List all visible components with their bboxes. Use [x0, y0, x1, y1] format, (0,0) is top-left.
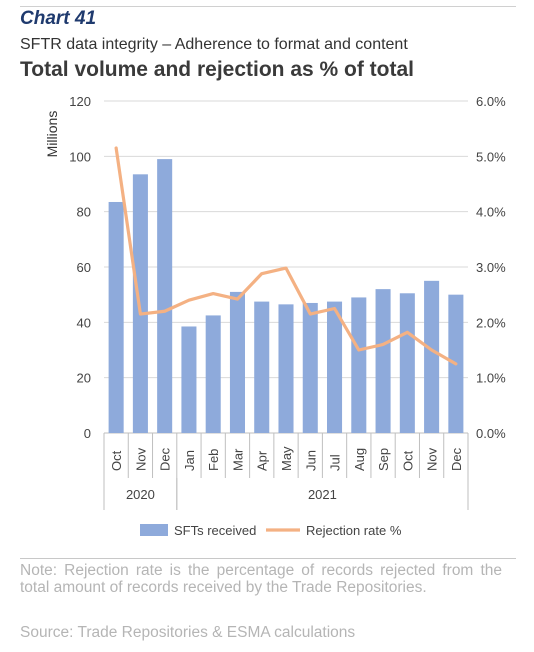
x-tick-label: May: [279, 446, 294, 471]
bar: [181, 326, 197, 433]
top-rule: [20, 6, 516, 7]
x-tick-label: Oct: [109, 450, 124, 471]
legend-swatch-sfts: [140, 524, 168, 536]
y2-tick-label: 3.0%: [476, 260, 506, 275]
y-tick-label: 120: [69, 94, 91, 109]
x-tick-label: Nov: [425, 447, 440, 471]
bar: [351, 297, 367, 433]
x-tick-label: Sep: [376, 448, 391, 471]
x-tick-label: Mar: [230, 448, 245, 471]
bar: [254, 301, 270, 433]
year-group-label: 2021: [308, 487, 337, 502]
combo-chart: 0 20 40 60 80 100 120 0.0% 1.0% 2.0% 3.0% 4.0% 5.0% 6…: [44, 94, 506, 538]
y-axis-label: Millions: [44, 111, 60, 158]
chart-note: Note: Rejection rate is the percentage o…: [20, 562, 502, 596]
note-rule: [20, 558, 516, 559]
bar: [399, 293, 415, 433]
x-tick-label: Nov: [133, 447, 148, 471]
chart-source: Source: Trade Repositories & ESMA calcul…: [20, 624, 356, 641]
y-tick-label: 100: [69, 149, 91, 164]
chart-title: Total volume and rejection as % of total: [20, 58, 415, 81]
legend-label-sfts: SFTs received: [174, 523, 256, 538]
bar: [229, 291, 245, 433]
bar: [108, 201, 124, 433]
y-tick-label: 40: [77, 315, 91, 330]
y2-tick-label: 1.0%: [476, 371, 506, 386]
x-tick-label: Oct: [400, 450, 415, 471]
chart-number: Chart 41: [20, 8, 97, 29]
x-tick-label: Aug: [352, 448, 367, 471]
y2-tick-label: 6.0%: [476, 94, 506, 109]
bar: [424, 280, 440, 433]
bar: [278, 304, 294, 433]
year-group-label: 2020: [126, 487, 155, 502]
x-tick-label: Dec: [158, 447, 173, 471]
y2-tick-label: 4.0%: [476, 205, 506, 220]
bar: [302, 302, 318, 433]
y-tick-label: 20: [77, 371, 91, 386]
chart-subtitle: SFTR data integrity – Adherence to forma…: [20, 36, 408, 53]
y2-tick-label: 2.0%: [476, 315, 506, 330]
legend-label-rejection: Rejection rate %: [306, 523, 402, 538]
bar: [327, 301, 343, 433]
x-tick-label: Apr: [255, 450, 270, 471]
x-tick-label: Dec: [449, 447, 464, 471]
x-tick-label: Jun: [303, 450, 318, 471]
bar: [205, 315, 221, 433]
bar: [157, 159, 173, 433]
x-tick-label: Feb: [206, 449, 221, 471]
x-tick-label: Jul: [328, 454, 343, 471]
y2-tick-label: 0.0%: [476, 426, 506, 441]
y-tick-label: 0: [84, 426, 91, 441]
rejection-rate-line: [114, 146, 458, 366]
bar: [375, 289, 391, 433]
y-tick-label: 60: [77, 260, 91, 275]
x-tick-label: Jan: [182, 450, 197, 471]
y2-tick-label: 5.0%: [476, 149, 506, 164]
y-tick-label: 80: [77, 205, 91, 220]
